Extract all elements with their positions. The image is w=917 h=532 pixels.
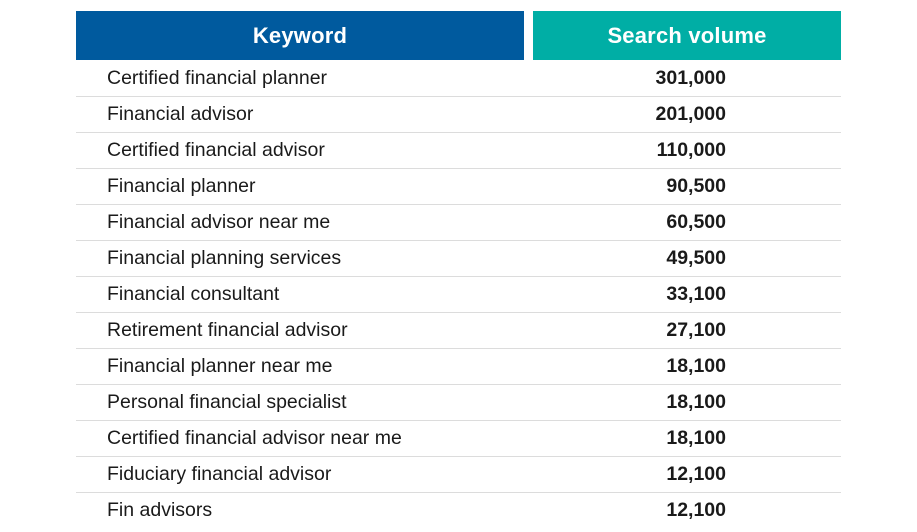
- table-row: Fiduciary financial advisor 12,100: [76, 457, 841, 493]
- keyword-cell: Certified financial planner: [107, 67, 328, 89]
- table-row: Certified financial advisor 110,000: [76, 133, 841, 169]
- search-volume-cell: 18,100: [666, 391, 726, 413]
- keyword-cell: Personal financial specialist: [107, 391, 347, 413]
- table-body: Certified financial planner 301,000 Financ…: [76, 61, 841, 528]
- search-volume-cell: 60,500: [666, 211, 726, 233]
- table-row: Certified financial advisor near me 18,10…: [76, 421, 841, 457]
- search-volume-cell: 12,100: [666, 463, 726, 485]
- keyword-cell: Fiduciary financial advisor: [107, 463, 332, 485]
- table-row: Financial consultant 33,100: [76, 277, 841, 313]
- keyword-cell: Financial planner: [107, 175, 256, 197]
- keyword-cell: Retirement financial advisor: [107, 319, 348, 341]
- search-volume-cell: 49,500: [666, 247, 726, 269]
- search-volume-cell: 201,000: [655, 103, 727, 125]
- keyword-volume-table: Keyword Search volume Certified financia…: [76, 11, 841, 528]
- keyword-cell: Financial advisor near me: [107, 211, 331, 233]
- search-volume-cell: 33,100: [666, 283, 726, 305]
- search-volume-cell: 27,100: [666, 319, 726, 341]
- table-row: Personal financial specialist 18,100: [76, 385, 841, 421]
- table-row: Financial advisor 201,000: [76, 97, 841, 133]
- table-row: Financial planner 90,500: [76, 169, 841, 205]
- keyword-cell: Fin advisors: [107, 499, 213, 521]
- search-volume-cell: 18,100: [666, 427, 726, 449]
- keyword-cell: Financial consultant: [107, 283, 280, 305]
- keyword-cell: Certified financial advisor: [107, 139, 325, 161]
- keyword-cell: Financial planner near me: [107, 355, 333, 377]
- search-volume-cell: 90,500: [666, 175, 726, 197]
- table-row: Financial advisor near me 60,500: [76, 205, 841, 241]
- keyword-cell: Financial planning services: [107, 247, 342, 269]
- table-row: Certified financial planner 301,000: [76, 61, 841, 97]
- search-volume-cell: 12,100: [666, 499, 726, 521]
- keyword-cell: Financial advisor: [107, 103, 254, 125]
- keyword-cell: Certified financial advisor near me: [107, 427, 402, 449]
- search-volume-cell: 18,100: [666, 355, 726, 377]
- table-row: Retirement financial advisor 27,100: [76, 313, 841, 349]
- table-row: Financial planner near me 18,100: [76, 349, 841, 385]
- search-volume-cell: 301,000: [655, 67, 727, 89]
- table-header: Keyword Search volume: [76, 11, 841, 60]
- table-row: Financial planning services 49,500: [76, 241, 841, 277]
- header-keyword: Keyword: [76, 11, 524, 60]
- header-search-volume: Search volume: [533, 11, 841, 60]
- table-row: Fin advisors 12,100: [76, 493, 841, 528]
- search-volume-cell: 110,000: [656, 139, 726, 161]
